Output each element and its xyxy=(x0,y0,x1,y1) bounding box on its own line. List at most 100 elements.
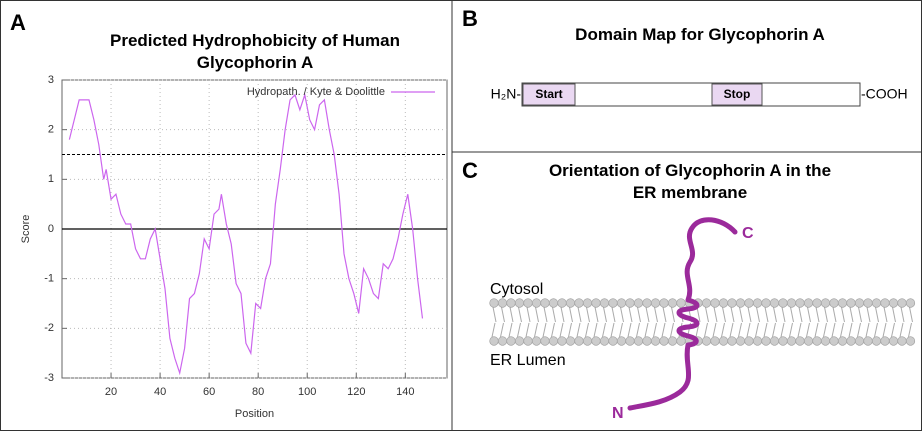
lipid-head xyxy=(888,336,899,346)
lipid-head xyxy=(727,336,737,346)
y-tick-label: -3 xyxy=(44,372,54,384)
panel-label: B xyxy=(462,6,478,31)
lipid-tail xyxy=(705,306,709,323)
lipid-head xyxy=(625,298,635,308)
lipid-tail xyxy=(517,322,521,338)
x-tick-label: 60 xyxy=(203,386,215,398)
domain-label: Stop xyxy=(724,87,751,101)
lipid-head xyxy=(599,336,610,346)
lipid-tail xyxy=(662,306,667,323)
lipid-head xyxy=(727,298,737,308)
lipid-tail xyxy=(798,306,803,323)
lipid-tail xyxy=(525,322,530,338)
lipid-tail xyxy=(560,306,565,323)
lipid-head xyxy=(523,336,533,346)
lipid-tail xyxy=(501,306,505,323)
x-axis-label: Position xyxy=(235,408,274,420)
y-tick-label: -2 xyxy=(44,322,54,334)
lipid-head xyxy=(752,336,763,346)
lipid-tail xyxy=(577,306,582,323)
lipid-head xyxy=(744,298,754,308)
lipid-head xyxy=(557,298,567,308)
lipid-head xyxy=(489,336,499,346)
lipid-tail xyxy=(620,306,624,323)
lipid-head xyxy=(897,336,907,346)
lipid-head xyxy=(786,298,797,308)
protein-helix xyxy=(676,297,700,348)
lipid-tail xyxy=(729,322,734,338)
lipid-tail xyxy=(756,306,760,323)
data-line xyxy=(68,92,424,376)
lipid-head xyxy=(591,298,601,308)
lipid-tail xyxy=(603,306,607,323)
lipid-head xyxy=(769,336,780,346)
c-label: C xyxy=(742,225,754,242)
panel-title: Orientation of Glycophorin A in the ER m… xyxy=(548,161,832,202)
lipid-tail xyxy=(610,322,615,338)
lipid-head xyxy=(905,336,916,346)
c-terminus: -COOH xyxy=(861,86,908,102)
lipid-tail xyxy=(551,322,555,338)
lipid-tail xyxy=(909,306,913,323)
lipid-head xyxy=(540,298,550,308)
lipid-tail xyxy=(781,306,786,323)
lipid-head xyxy=(752,298,763,308)
lipid-tail xyxy=(747,306,752,323)
lipid-tail xyxy=(789,322,793,338)
lipid-tail xyxy=(892,306,896,323)
lipid-tail xyxy=(619,322,623,338)
lipid-head xyxy=(854,336,865,346)
lipid-tail xyxy=(644,322,649,338)
lipid-head xyxy=(506,298,516,308)
lipid-tail xyxy=(670,322,674,338)
lipid-tail xyxy=(824,306,828,323)
lipid-head xyxy=(514,298,525,308)
n-label: N xyxy=(612,405,624,422)
lipid-tail xyxy=(654,306,658,323)
lipid-head xyxy=(667,336,678,346)
lipid-tail xyxy=(491,322,496,338)
lipid-tail xyxy=(841,306,845,323)
lipid-tail xyxy=(576,322,581,338)
lipid-head xyxy=(523,298,533,308)
lipid-tail xyxy=(534,322,538,338)
lipid-tail xyxy=(807,306,811,323)
lipid-tail xyxy=(755,322,759,338)
lipid-head xyxy=(676,298,686,308)
lipid-head xyxy=(778,298,788,308)
y-tick-label: -1 xyxy=(44,273,54,285)
lipid-head xyxy=(888,298,899,308)
lipid-tail xyxy=(814,322,819,338)
domain-label: Start xyxy=(535,87,562,101)
panel-label: C xyxy=(462,158,478,183)
lipid-tail xyxy=(594,306,599,323)
lipid-tail xyxy=(508,322,513,338)
lipid-tail xyxy=(721,322,725,338)
cytosol-label: Cytosol xyxy=(490,281,543,298)
lipid-tail xyxy=(815,306,820,323)
lipid-tail xyxy=(509,306,514,323)
lipid-tail xyxy=(780,322,785,338)
lipid-tail xyxy=(763,322,768,338)
lipid-tail xyxy=(848,322,853,338)
lipid-tail xyxy=(492,306,497,323)
y-tick-label: 2 xyxy=(48,124,54,136)
lipid-tail xyxy=(585,322,589,338)
lipid-tail xyxy=(865,322,870,338)
lipid-tail xyxy=(586,306,590,323)
lipid-tail xyxy=(797,322,802,338)
lipid-head xyxy=(489,298,499,308)
lipid-head xyxy=(531,336,542,346)
lipid-head xyxy=(846,298,856,308)
lipid-tail xyxy=(722,306,726,323)
lipid-head xyxy=(837,298,848,308)
lumen-label: ER Lumen xyxy=(490,352,566,369)
lipid-head xyxy=(497,336,508,346)
lipid-head xyxy=(633,336,644,346)
lipid-head xyxy=(897,298,907,308)
lipid-head xyxy=(863,336,873,346)
lipid-head xyxy=(659,336,669,346)
lipid-tail xyxy=(552,306,556,323)
panel-label: A xyxy=(10,10,26,35)
